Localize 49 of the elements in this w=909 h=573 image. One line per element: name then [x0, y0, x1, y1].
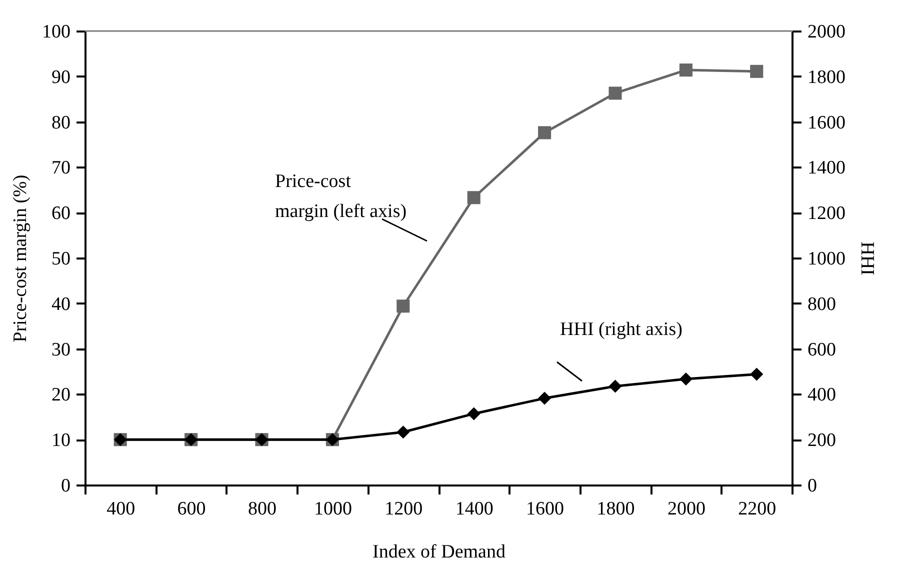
point	[608, 86, 622, 100]
y-tick-label: 70	[52, 158, 70, 179]
x-tick-label: 1000	[314, 498, 352, 520]
x-tick-label: 1600	[526, 498, 564, 520]
point	[679, 64, 692, 77]
point	[538, 126, 552, 140]
x-tick-label: 800	[248, 498, 276, 520]
point	[750, 64, 764, 78]
x-tick-label: 1400	[455, 498, 494, 520]
y-tick-label: 50	[52, 248, 70, 270]
x-tick-label: 600	[177, 498, 206, 520]
y-tick-label: 20	[52, 384, 70, 406]
point	[608, 380, 622, 393]
y2-tick-label: 400	[808, 384, 836, 406]
y2-tick-label: 1600	[808, 112, 846, 134]
y-tick-label: 60	[52, 203, 70, 224]
point	[538, 392, 552, 405]
y-tick-label: 10	[52, 430, 70, 452]
y2-tick-label: 800	[808, 294, 836, 315]
y2-tick-label: 1200	[808, 203, 846, 224]
point	[750, 368, 764, 381]
y2-axis-title: HHI	[856, 242, 878, 276]
y-tick-label: 80	[52, 112, 70, 134]
x-tick-label: 2200	[738, 498, 776, 520]
y2-tick-label: 200	[808, 430, 836, 452]
y-tick-label: 0	[61, 476, 70, 496]
y-tick-label: 40	[52, 294, 70, 315]
point	[396, 300, 410, 313]
y-tick-label: 30	[52, 339, 70, 360]
y2-tick-label: 1000	[808, 248, 846, 270]
y2-tick-label: 1800	[808, 66, 846, 88]
point	[679, 372, 692, 386]
x-tick-label: 2000	[667, 498, 706, 520]
x-tick-label: 400	[106, 498, 136, 520]
point	[467, 191, 480, 204]
point	[396, 426, 410, 439]
point	[467, 407, 480, 420]
y2-tick-label: 2000	[808, 22, 846, 42]
y-tick-label: 100	[42, 22, 70, 42]
text: Price-cost margin (left axis)	[275, 171, 407, 222]
y-axis-title: Price-cost margin (%)	[10, 174, 31, 342]
y2-tick-label: 600	[808, 339, 836, 360]
x-axis-title: Index of Demand	[372, 542, 506, 562]
y-tick-label: 90	[52, 66, 70, 88]
x-tick-label: 1200	[384, 498, 423, 520]
series-label: HHI (right axis)	[560, 319, 682, 340]
y2-tick-label: 1400	[808, 158, 846, 179]
y2-tick-label: 0	[808, 476, 817, 496]
x-tick-label: 1800	[596, 498, 635, 520]
